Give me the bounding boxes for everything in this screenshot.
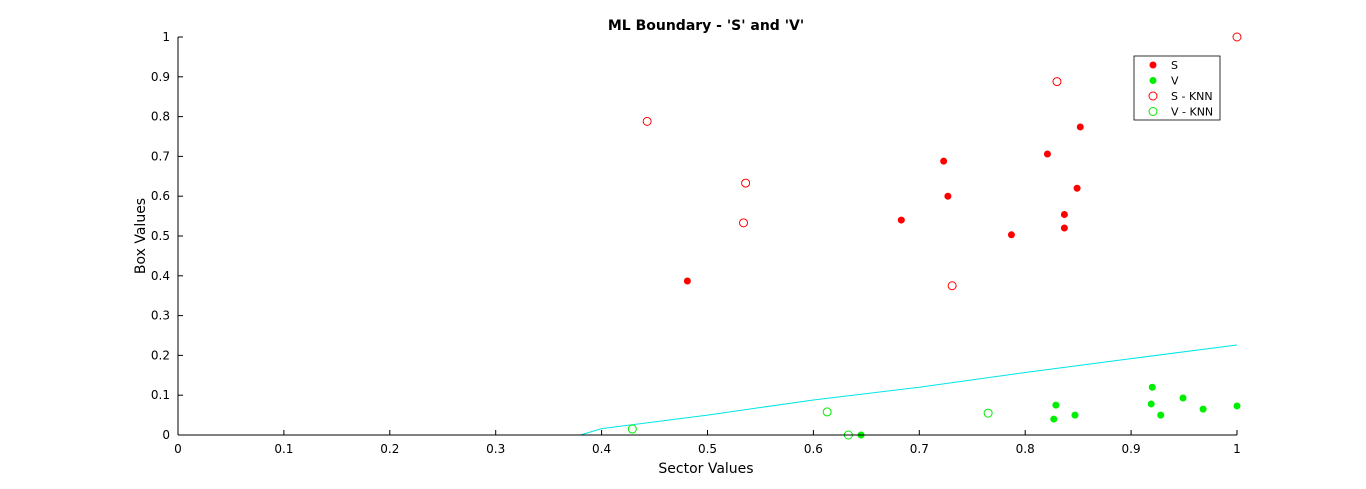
legend-marker-s xyxy=(1149,61,1157,69)
x-tick-label: 1 xyxy=(1233,442,1241,456)
point-s-knn xyxy=(1232,32,1242,42)
y-tick-label: 0 xyxy=(162,428,170,442)
point-v-knn xyxy=(983,408,993,418)
legend-label-v: V xyxy=(1171,75,1179,88)
legend-label-s-knn: S - KNN xyxy=(1171,90,1213,103)
y-tick-label: 0.8 xyxy=(151,110,170,124)
y-tick-label: 0.1 xyxy=(151,388,170,402)
point-s xyxy=(683,277,691,285)
point-s xyxy=(1007,231,1015,239)
y-tick-label: 0.6 xyxy=(151,189,170,203)
x-tick-label: 0.3 xyxy=(486,442,505,456)
y-tick-label: 0.7 xyxy=(151,149,170,163)
y-tick-label: 0.3 xyxy=(151,309,170,323)
point-v xyxy=(1233,402,1241,410)
point-v xyxy=(1179,394,1187,402)
point-s xyxy=(1060,224,1068,232)
legend-marker-v xyxy=(1149,77,1157,84)
point-s xyxy=(1043,150,1051,158)
legend-box xyxy=(1133,55,1221,121)
point-s-knn xyxy=(947,281,957,291)
y-tick-label: 0.9 xyxy=(151,70,170,84)
point-s xyxy=(897,216,905,224)
x-tick-label: 0.1 xyxy=(274,442,293,456)
x-tick-label: 0.6 xyxy=(804,442,823,456)
point-s-knn xyxy=(741,178,751,188)
x-tick-label: 0 xyxy=(174,442,182,456)
legend-label-s: S xyxy=(1171,59,1178,72)
point-s xyxy=(940,157,948,165)
point-v xyxy=(1199,405,1207,413)
x-axis-label: Sector Values xyxy=(658,461,753,477)
y-tick-label: 0.4 xyxy=(151,269,170,283)
point-s-knn xyxy=(1052,77,1062,87)
plot-area xyxy=(580,32,1242,440)
point-s-knn xyxy=(739,218,749,228)
y-axis-label: Box Values xyxy=(133,198,149,274)
legend: SV S - KNN V - KNN xyxy=(1133,55,1221,121)
y-tick-label: 0.5 xyxy=(151,229,170,243)
y-tick-label: 0.2 xyxy=(151,348,170,362)
point-v xyxy=(1148,383,1156,391)
x-tick-label: 0.9 xyxy=(1122,442,1141,456)
x-tick-label: 0.5 xyxy=(698,442,717,456)
point-v xyxy=(1071,411,1079,419)
y-tick-label: 1 xyxy=(162,30,170,44)
y-axis-ticks: 0 0.1 0.2 0.3 0.4 0.5 0.6 0.7 0.8 0.9 1 xyxy=(151,30,183,442)
point-s xyxy=(1076,123,1084,131)
chart-title: ML Boundary - 'S' and 'V' xyxy=(608,18,804,34)
point-s xyxy=(1073,184,1081,192)
x-tick-label: 0.7 xyxy=(910,442,929,456)
point-s xyxy=(944,192,952,200)
point-v-knn xyxy=(822,407,832,417)
point-s xyxy=(1060,211,1068,219)
point-v xyxy=(1147,400,1155,408)
point-v xyxy=(1052,401,1060,409)
point-v xyxy=(1157,411,1165,419)
x-axis-ticks: 0 0.1 0.2 0.3 0.4 0.5 0.6 0.7 0.8 0.9 1 xyxy=(174,430,1241,456)
point-s-knn xyxy=(642,116,652,126)
x-tick-label: 0.8 xyxy=(1016,442,1035,456)
point-v xyxy=(1050,415,1058,423)
x-tick-label: 0.2 xyxy=(380,442,399,456)
x-tick-label: 0.4 xyxy=(592,442,611,456)
legend-label-v-knn: V - KNN xyxy=(1171,106,1213,119)
legend-marker-v-knn xyxy=(1148,107,1158,116)
decision-boundary-line xyxy=(580,344,1238,436)
point-v-knn xyxy=(627,424,637,434)
legend-marker-s-knn xyxy=(1148,91,1158,101)
